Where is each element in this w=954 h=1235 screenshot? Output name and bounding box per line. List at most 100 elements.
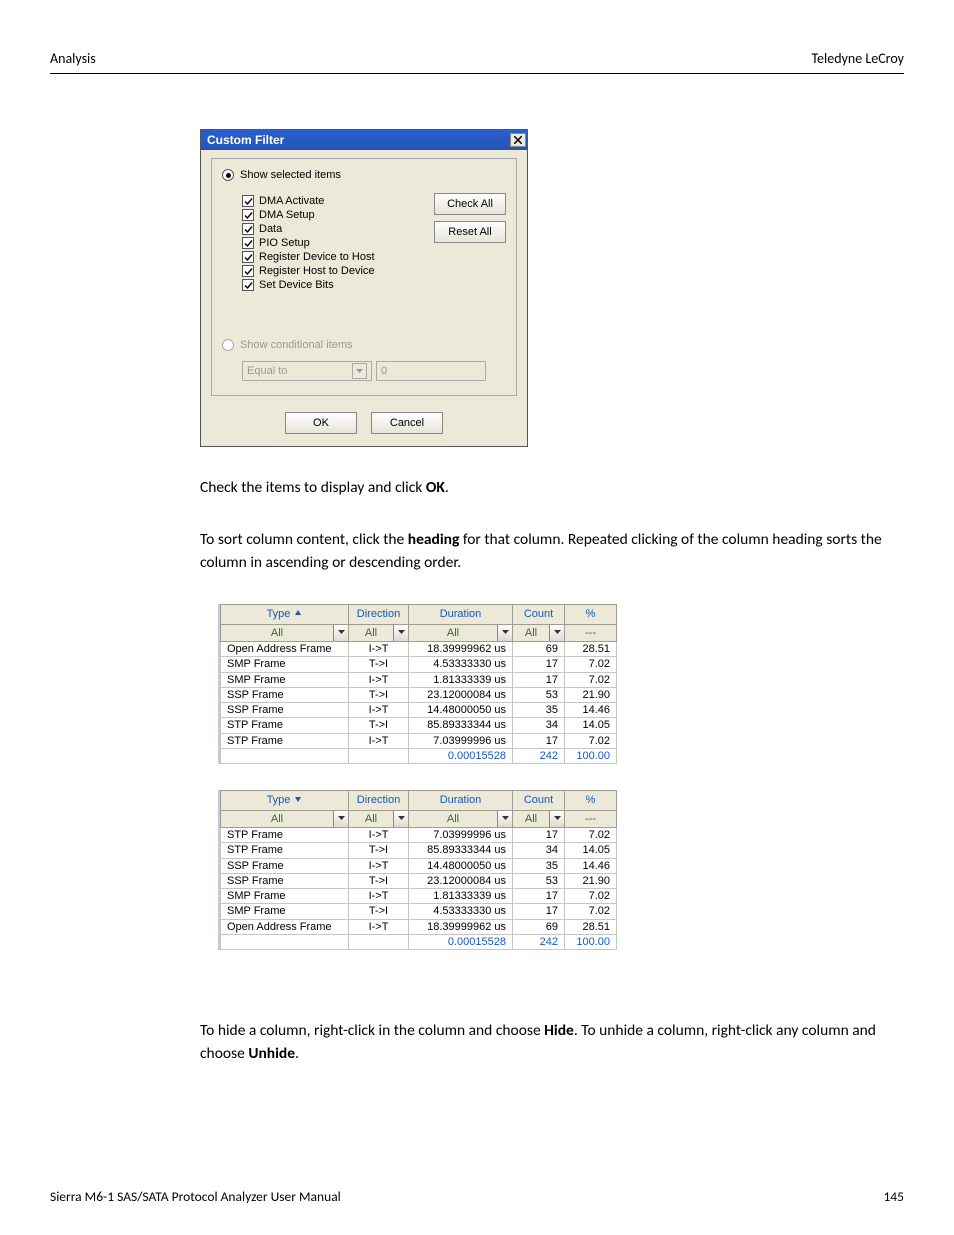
checkbox-label: PIO Setup xyxy=(259,237,310,249)
cell-count: 35 xyxy=(513,858,565,873)
table-row: SSP FrameT->I23.12000084 us5321.90 xyxy=(221,687,617,702)
cell-duration: 4.53333330 us xyxy=(409,657,513,672)
table-row: SSP FrameI->T14.48000050 us3514.46 xyxy=(221,858,617,873)
filter-cell[interactable]: All xyxy=(513,624,565,641)
column-header[interactable]: Duration xyxy=(409,791,513,810)
ok-button[interactable]: OK xyxy=(285,412,357,434)
footer-left: Sierra M6-1 SAS/SATA Protocol Analyzer U… xyxy=(50,1188,341,1205)
radio-selected-icon xyxy=(222,169,234,181)
table-row: SMP FrameI->T1.81333339 us177.02 xyxy=(221,672,617,687)
checkbox-list: DMA Activate DMA Setup Data PIO Setup Regist… xyxy=(222,193,424,293)
cell-direction: I->T xyxy=(349,858,409,873)
column-header[interactable]: Direction xyxy=(349,791,409,810)
column-header[interactable]: % xyxy=(565,605,617,624)
cancel-button[interactable]: Cancel xyxy=(371,412,443,434)
cell-direction: I->T xyxy=(349,889,409,904)
cell-count: 17 xyxy=(513,657,565,672)
column-header[interactable]: % xyxy=(565,791,617,810)
checkbox-icon xyxy=(242,251,254,263)
data-table-descending: TypeDirectionDurationCount%AllAllAllAll-… xyxy=(220,790,617,950)
cell-type: Open Address Frame xyxy=(221,919,349,934)
header-left: Analysis xyxy=(50,50,96,67)
chevron-down-icon[interactable] xyxy=(393,625,408,641)
cell-percent: 28.51 xyxy=(565,642,617,657)
column-header[interactable]: Type xyxy=(221,605,349,624)
checkbox-icon xyxy=(242,265,254,277)
cell-count: 53 xyxy=(513,687,565,702)
checkbox-item[interactable]: Register Host to Device xyxy=(242,265,424,277)
checkbox-label: Data xyxy=(259,223,282,235)
data-table-ascending: TypeDirectionDurationCount%AllAllAllAll-… xyxy=(220,604,617,764)
filter-cell[interactable]: All xyxy=(409,810,513,827)
filter-cell[interactable]: All xyxy=(221,810,349,827)
column-header[interactable]: Duration xyxy=(409,605,513,624)
filter-cell[interactable]: All xyxy=(221,624,349,641)
checkbox-item[interactable]: Register Device to Host xyxy=(242,251,424,263)
chevron-down-icon[interactable] xyxy=(497,625,512,641)
checkbox-item[interactable]: Set Device Bits xyxy=(242,279,424,291)
column-header[interactable]: Count xyxy=(513,605,565,624)
cell-percent: 7.02 xyxy=(565,827,617,842)
paragraph-1: Check the items to display and click OK. xyxy=(200,477,900,499)
filter-cell[interactable]: All xyxy=(349,624,409,641)
cell-type: SMP Frame xyxy=(221,672,349,687)
condition-value-input: 0 xyxy=(376,361,486,381)
cell-count: 34 xyxy=(513,843,565,858)
chevron-down-icon[interactable] xyxy=(549,811,564,827)
table-row: SMP FrameT->I4.53333330 us177.02 xyxy=(221,904,617,919)
chevron-down-icon[interactable] xyxy=(333,625,348,641)
radio-conditional-icon xyxy=(222,339,234,351)
cell-duration: 18.39999962 us xyxy=(409,919,513,934)
column-header[interactable]: Type xyxy=(221,791,349,810)
condition-operator-select: Equal to xyxy=(242,361,372,381)
cell-direction: T->I xyxy=(349,718,409,733)
cell-type: SMP Frame xyxy=(221,889,349,904)
checkbox-item[interactable]: DMA Activate xyxy=(242,195,424,207)
radio-show-selected[interactable]: Show selected items xyxy=(222,169,506,181)
checkbox-item[interactable]: PIO Setup xyxy=(242,237,424,249)
summary-row: 0.00015528242100.00 xyxy=(221,935,617,950)
cell-type: STP Frame xyxy=(221,733,349,748)
summary-row: 0.00015528242100.00 xyxy=(221,749,617,764)
cell-type: SSP Frame xyxy=(221,687,349,702)
chevron-down-icon[interactable] xyxy=(333,811,348,827)
filter-cell[interactable]: All xyxy=(513,810,565,827)
cell-percent: 21.90 xyxy=(565,687,617,702)
table-row: STP FrameI->T7.03999996 us177.02 xyxy=(221,733,617,748)
cell-count: 17 xyxy=(513,889,565,904)
cell-type: SSP Frame xyxy=(221,703,349,718)
filter-cell[interactable]: All xyxy=(409,624,513,641)
checkbox-item[interactable]: DMA Setup xyxy=(242,209,424,221)
checkbox-icon xyxy=(242,195,254,207)
cell-duration: 23.12000084 us xyxy=(409,873,513,888)
cell-duration: 7.03999996 us xyxy=(409,733,513,748)
checkbox-label: DMA Activate xyxy=(259,195,324,207)
cell-direction: T->I xyxy=(349,904,409,919)
cell-percent: 14.46 xyxy=(565,703,617,718)
filter-cell[interactable]: All xyxy=(349,810,409,827)
checkbox-label: Register Host to Device xyxy=(259,265,375,277)
close-icon[interactable] xyxy=(510,133,526,147)
column-header[interactable]: Count xyxy=(513,791,565,810)
chevron-down-icon[interactable] xyxy=(497,811,512,827)
dialog-titlebar: Custom Filter xyxy=(201,130,527,150)
checkbox-item[interactable]: Data xyxy=(242,223,424,235)
cell-percent: 21.90 xyxy=(565,873,617,888)
checkbox-icon xyxy=(242,279,254,291)
column-header[interactable]: Direction xyxy=(349,605,409,624)
cell-duration: 14.48000050 us xyxy=(409,858,513,873)
reset-all-button[interactable]: Reset All xyxy=(434,221,506,243)
cell-count: 34 xyxy=(513,718,565,733)
cell-direction: T->I xyxy=(349,873,409,888)
page-footer: Sierra M6-1 SAS/SATA Protocol Analyzer U… xyxy=(50,1188,904,1205)
chevron-down-icon[interactable] xyxy=(549,625,564,641)
sort-arrow-icon xyxy=(294,609,302,619)
radio-show-conditional[interactable]: Show conditional items xyxy=(222,339,506,351)
cell-type: SSP Frame xyxy=(221,873,349,888)
cell-duration: 7.03999996 us xyxy=(409,827,513,842)
chevron-down-icon[interactable] xyxy=(393,811,408,827)
cell-count: 53 xyxy=(513,873,565,888)
cell-duration: 4.53333330 us xyxy=(409,904,513,919)
check-all-button[interactable]: Check All xyxy=(434,193,506,215)
table-row: SSP FrameI->T14.48000050 us3514.46 xyxy=(221,703,617,718)
